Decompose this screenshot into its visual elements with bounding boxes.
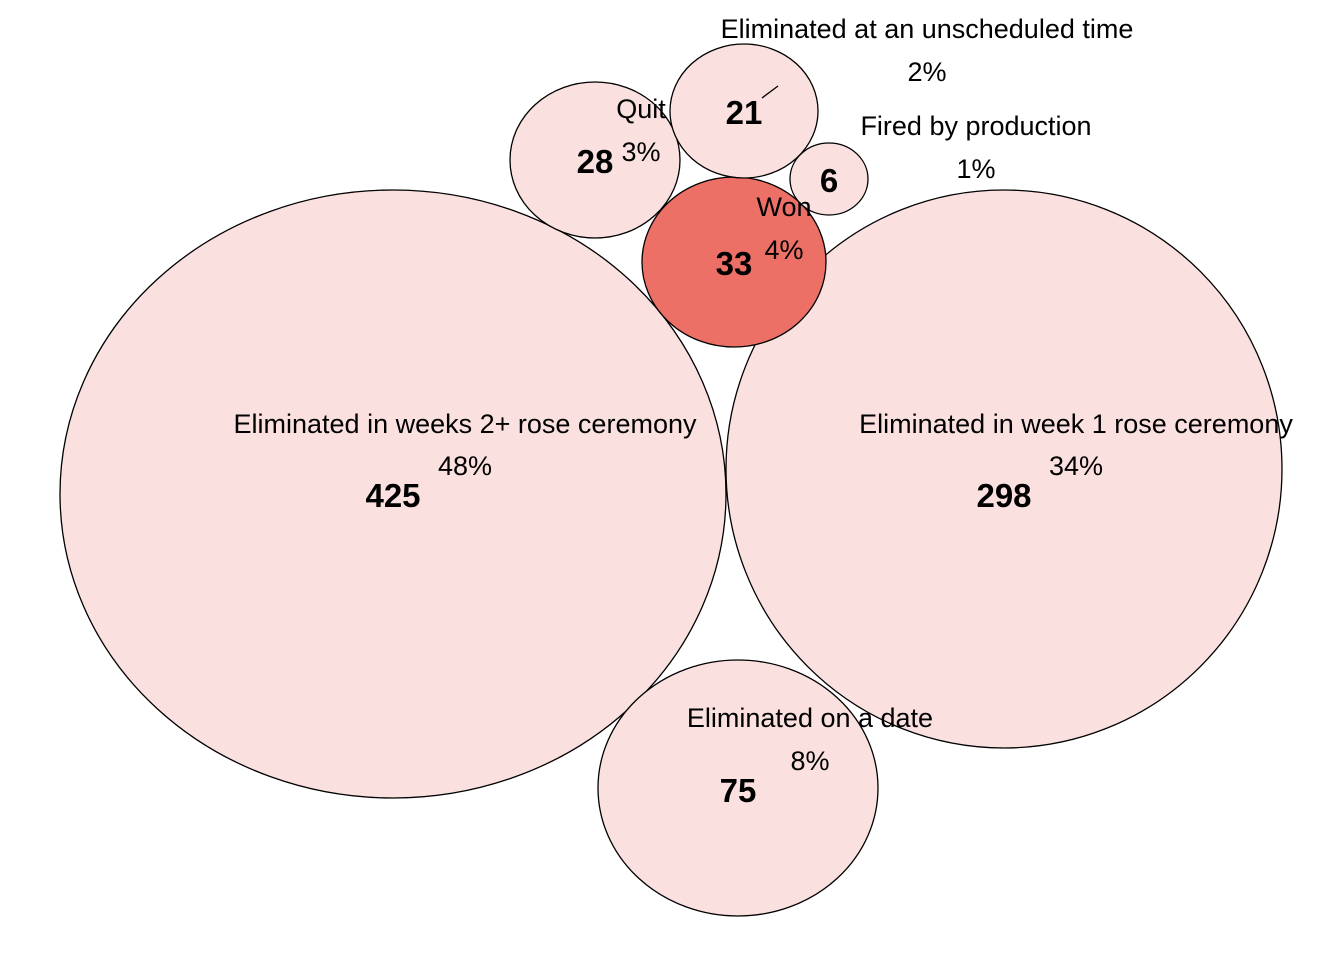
category-label-eliminated-in-week-1-rose-ceremony: Eliminated in week 1 rose ceremony [859,409,1293,439]
leader-lines-layer [761,85,779,99]
category-label-won: Won [756,192,811,222]
percent-label-eliminated-at-an-unscheduled-time: 2% [907,57,946,87]
labels-layer: Eliminated in weeks 2+ rose ceremony 48% 4… [234,14,1294,809]
count-label-quit: 28 [577,143,614,180]
bubble-eliminated-on-a-date [597,659,879,917]
bubble-eliminated-at-an-unscheduled-time [669,43,819,179]
percent-label-fired-by-production: 1% [956,154,995,184]
percent-label-eliminated-in-weeks-2-rose-ceremony: 48% [438,451,492,481]
count-label-eliminated-in-weeks-2-rose-ceremony: 425 [365,477,420,514]
count-label-eliminated-at-an-unscheduled-time: 21 [726,94,763,131]
category-label-eliminated-on-a-date: Eliminated on a date [687,703,933,733]
category-label-quit: Quit [616,94,666,124]
count-label-eliminated-in-week-1-rose-ceremony: 298 [976,477,1031,514]
count-label-won: 33 [716,245,753,282]
bubble-fired-by-production [789,142,869,216]
percent-label-eliminated-in-week-1-rose-ceremony: 34% [1049,451,1103,481]
count-label-fired-by-production: 6 [820,162,838,199]
category-label-eliminated-at-an-unscheduled-time: Eliminated at an unscheduled time [721,14,1134,44]
percent-label-eliminated-on-a-date: 8% [790,746,829,776]
bubble-quit [509,81,681,239]
bubble-eliminated-in-week-1-rose-ceremony [725,189,1283,749]
count-label-eliminated-on-a-date: 75 [720,772,757,809]
leader-line-eliminated-at-an-unscheduled-time [761,85,779,99]
percent-label-quit: 3% [621,137,660,167]
category-label-fired-by-production: Fired by production [860,111,1091,141]
bubble-eliminated-in-weeks-2-rose-ceremony [59,189,727,799]
bubbles-layer [59,43,1283,917]
percent-label-won: 4% [764,235,803,265]
category-label-eliminated-in-weeks-2-rose-ceremony: Eliminated in weeks 2+ rose ceremony [234,409,697,439]
